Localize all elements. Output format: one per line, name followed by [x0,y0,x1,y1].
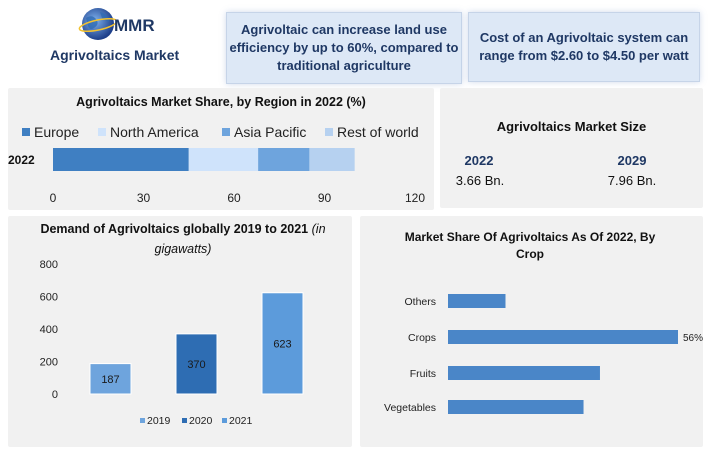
region-xtick-3: 90 [318,191,332,205]
efficiency-callout: Agrivoltaic can increase land use effici… [226,12,462,84]
legend-swatch-3 [325,128,333,136]
legend-swatch-1 [98,128,106,136]
demand-ytick-1: 600 [40,292,58,304]
region-bar-1 [188,148,259,171]
demand-chart-unit: (in gigawatts) [154,222,326,256]
crop-bar-1 [448,330,678,344]
region-xtick-0: 0 [50,191,57,205]
demand-ytick-0: 800 [40,259,58,271]
market-size-year-2029: 2029 [617,153,647,168]
market-size-title: Agrivoltaics Market Size [496,119,647,134]
cost-callout-text: Cost of an Agrivoltaic system can range … [479,30,689,63]
demand-ytick-3: 200 [40,357,58,369]
crop-category-label-2: Fruits [410,368,436,380]
crop-bar-0 [448,294,506,308]
demand-legend-swatch-1 [182,418,187,423]
logo-text: MMR [114,16,155,35]
market-size-value-2022: 3.66 Bn. [455,173,505,188]
demand-data-label-1: 370 [187,359,205,371]
demand-legend-label-2: 2021 [229,415,253,427]
legend-label-2: Asia Pacific [234,124,306,140]
crop-category-label-3: Vegetables [384,402,436,414]
demand-chart-title-block: Demand of Agrivoltaics globally 2019 to … [38,219,328,259]
demand-bar-2021 [261,292,304,395]
category-label-2022: 2022 [8,153,35,167]
market-size-year-2022: 2022 [464,153,494,168]
legend-label-0: Europe [34,124,79,140]
legend-label-3: Rest of world [337,124,419,140]
demand-legend-label-1: 2020 [189,415,213,427]
market-size-value-2029: 7.96 Bn. [607,173,657,188]
efficiency-callout-text: Agrivoltaic can increase land use effici… [229,22,459,73]
demand-chart-title: Demand of Agrivoltaics globally 2019 to … [40,222,309,236]
crop-bar-2 [448,366,600,380]
demand-ytick-4: 0 [52,389,58,401]
brand-title: Agrivoltaics Market [50,47,180,63]
demand-data-label-2: 623 [273,338,291,350]
demand-ytick-2: 400 [40,324,58,336]
crop-chart: Others Crops 56% Fruits Vegetables [384,294,703,414]
region-xtick-4: 120 [405,191,425,205]
region-chart: Europe North America Asia Pacific Rest of w… [8,124,425,205]
region-bar-0 [53,148,189,171]
region-bar-2 [258,148,310,171]
legend-swatch-2 [222,128,230,136]
crop-chart-title: Market Share Of Agrivoltaics As Of 2022,… [404,230,656,261]
legend-label-1: North America [110,124,199,140]
legend-swatch-0 [22,128,30,136]
globe-logo-icon: MMR [78,8,155,40]
cost-callout: Cost of an Agrivoltaic system can range … [468,12,700,82]
demand-legend-swatch-2 [222,418,227,423]
market-size-panel [440,88,703,208]
region-xtick-2: 60 [227,191,241,205]
region-bar-3 [309,148,355,171]
demand-data-label-0: 187 [101,374,119,386]
demand-legend-label-0: 2019 [147,415,171,427]
region-chart-title: Agrivoltaics Market Share, by Region in … [76,95,366,109]
demand-bar-2019 [89,363,132,395]
crop-bar-3 [448,400,584,414]
region-xtick-1: 30 [137,191,151,205]
demand-legend-swatch-0 [140,418,145,423]
crop-data-label-1: 56% [683,333,703,344]
crop-category-label-1: Crops [408,332,436,344]
demand-bar-2020 [175,333,218,395]
demand-chart: 800 600 400 200 0 187 370 623 2019 2020 2021 [40,259,304,427]
crop-category-label-0: Others [404,296,436,308]
